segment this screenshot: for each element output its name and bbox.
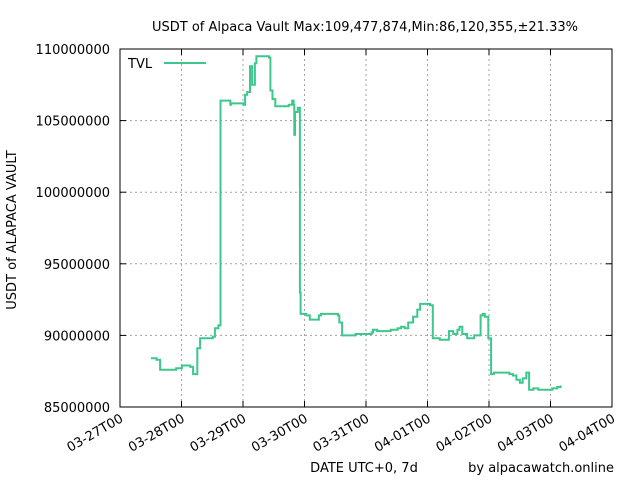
x-tick-label: 04-02T00	[434, 411, 495, 455]
y-axis-ticks: 85000000 90000000 95000000 100000000 1050000…	[36, 43, 612, 416]
x-tick-label: 04-03T00	[495, 411, 556, 455]
x-axis-ticks: 03-27T00 03-28T00 03-29T00 03-30T00 03-31T00…	[65, 49, 618, 456]
y-axis-label: USDT of ALAPACA VAULT	[5, 150, 20, 310]
grid-lines	[120, 49, 612, 407]
x-tick-label: 03-31T00	[311, 411, 372, 455]
x-tick-label: 04-01T00	[372, 411, 433, 455]
y-tick-label: 110000000	[36, 43, 110, 58]
footer-credit: by alpacawatch.online	[468, 461, 614, 476]
y-tick-label: 85000000	[44, 401, 110, 416]
series-layer	[150, 55, 562, 391]
x-tick-label: 03-30T00	[249, 411, 310, 455]
y-tick-label: 95000000	[44, 258, 110, 273]
chart-title: USDT of Alpaca Vault Max:109,477,874,Min…	[152, 20, 578, 35]
y-tick-label: 105000000	[36, 115, 110, 130]
plot-frame	[119, 48, 613, 408]
legend: TVL	[127, 57, 206, 72]
x-tick-label: 03-27T00	[65, 411, 126, 455]
x-tick-label: 03-29T00	[188, 411, 249, 455]
y-tick-label: 90000000	[44, 329, 110, 344]
x-tick-label: 03-28T00	[126, 411, 187, 455]
x-tick-label: 04-04T00	[557, 411, 618, 455]
y-tick-label: 100000000	[36, 186, 110, 201]
series-line-tvl	[150, 55, 562, 391]
legend-label-tvl: TVL	[127, 57, 153, 72]
x-axis-label: DATE UTC+0, 7d	[310, 461, 418, 476]
